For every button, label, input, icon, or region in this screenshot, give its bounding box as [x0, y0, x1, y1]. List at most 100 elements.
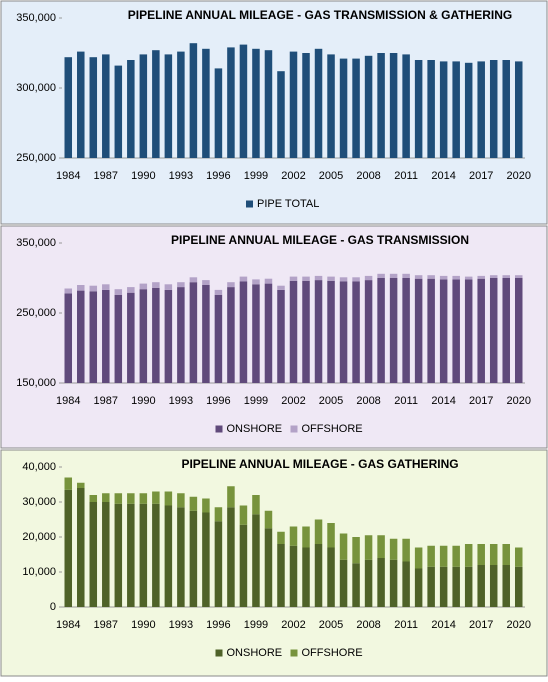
bar: [489, 60, 498, 158]
bar: [302, 280, 310, 383]
y-tick-label: 0: [50, 601, 56, 613]
bar: [489, 275, 498, 278]
bar: [389, 53, 398, 158]
bar: [102, 284, 110, 290]
bar: [77, 290, 85, 383]
x-tick-label: 1990: [131, 619, 155, 631]
bar: [302, 53, 310, 158]
bar: [89, 495, 98, 502]
bar: [177, 282, 185, 288]
x-tick-label: 2002: [281, 395, 305, 407]
bar: [277, 285, 285, 290]
bar: [114, 493, 123, 504]
bar: [139, 493, 148, 504]
x-tick-label: 1984: [56, 170, 80, 182]
legend-label: OFFSHORE: [302, 647, 363, 659]
bar: [477, 565, 485, 607]
bar: [314, 519, 323, 544]
bar: [327, 547, 335, 607]
bar: [227, 486, 235, 508]
bar: [377, 273, 385, 278]
bar: [389, 278, 398, 383]
y-tick-label: 40,000: [22, 461, 56, 473]
bar: [452, 275, 460, 280]
bar: [289, 545, 298, 607]
bar: [352, 281, 360, 383]
bar: [77, 285, 85, 291]
bar: [389, 273, 398, 278]
x-tick-label: 2020: [507, 170, 531, 182]
bar: [239, 276, 248, 282]
bar: [414, 275, 423, 279]
bar: [189, 282, 198, 383]
chart-title: PIPELINE ANNUAL MILEAGE - GAS GATHERING: [181, 457, 458, 471]
bar: [214, 521, 223, 607]
bar: [202, 512, 210, 607]
bar: [327, 54, 335, 158]
x-tick-label: 1987: [94, 395, 118, 407]
x-tick-label: 1987: [94, 170, 118, 182]
bar: [264, 50, 273, 159]
x-tick-label: 1996: [206, 170, 230, 182]
bar: [339, 281, 348, 383]
legend-swatch: [215, 649, 223, 657]
bar: [239, 44, 248, 158]
x-tick-label: 1984: [56, 619, 80, 631]
bar: [127, 60, 135, 158]
bar: [352, 537, 360, 564]
bar: [77, 51, 85, 158]
bar: [402, 278, 410, 383]
bar: [102, 502, 110, 607]
bar: [264, 278, 273, 284]
bar: [202, 48, 210, 158]
bar: [402, 538, 410, 562]
bar: [127, 493, 135, 504]
bar: [514, 61, 523, 158]
x-tick-label: 1999: [244, 619, 268, 631]
bar: [314, 48, 323, 158]
bar: [189, 496, 198, 511]
bar: [277, 71, 285, 158]
bar: [139, 283, 148, 290]
bar: [364, 535, 373, 560]
bar: [189, 510, 198, 607]
bar: [377, 558, 385, 607]
x-tick-label: 1996: [206, 395, 230, 407]
bar: [64, 489, 73, 607]
x-tick-label: 2005: [319, 619, 343, 631]
bar: [227, 287, 235, 383]
bar: [389, 559, 398, 607]
bar: [452, 279, 460, 383]
bar: [477, 278, 485, 383]
bar: [227, 507, 235, 607]
x-tick-label: 1999: [244, 170, 268, 182]
x-tick-label: 2008: [356, 170, 380, 182]
legend-label: ONSHORE: [227, 647, 283, 659]
bar: [302, 276, 310, 281]
bar: [427, 60, 435, 158]
bar: [402, 273, 410, 278]
bar: [414, 568, 423, 607]
bar: [439, 566, 448, 607]
bar: [139, 289, 148, 383]
x-tick-label: 2014: [431, 170, 455, 182]
chart-title: PIPELINE ANNUAL MILEAGE - GAS TRANSMISSI…: [171, 233, 469, 247]
x-tick-label: 2011: [394, 395, 418, 407]
bar: [102, 493, 110, 502]
y-tick-label: 150,000: [16, 377, 56, 389]
x-tick-label: 2008: [356, 619, 380, 631]
legend-swatch: [246, 200, 253, 208]
bar: [364, 280, 373, 383]
bar: [139, 503, 148, 607]
y-tick-label: 20,000: [22, 531, 56, 543]
bar: [214, 507, 223, 522]
bar: [327, 280, 335, 383]
bar: [77, 488, 85, 607]
bar: [414, 278, 423, 383]
bar: [264, 510, 273, 529]
bar: [152, 50, 160, 159]
bar: [102, 54, 110, 158]
bar: [164, 54, 173, 158]
bar: [277, 289, 285, 383]
